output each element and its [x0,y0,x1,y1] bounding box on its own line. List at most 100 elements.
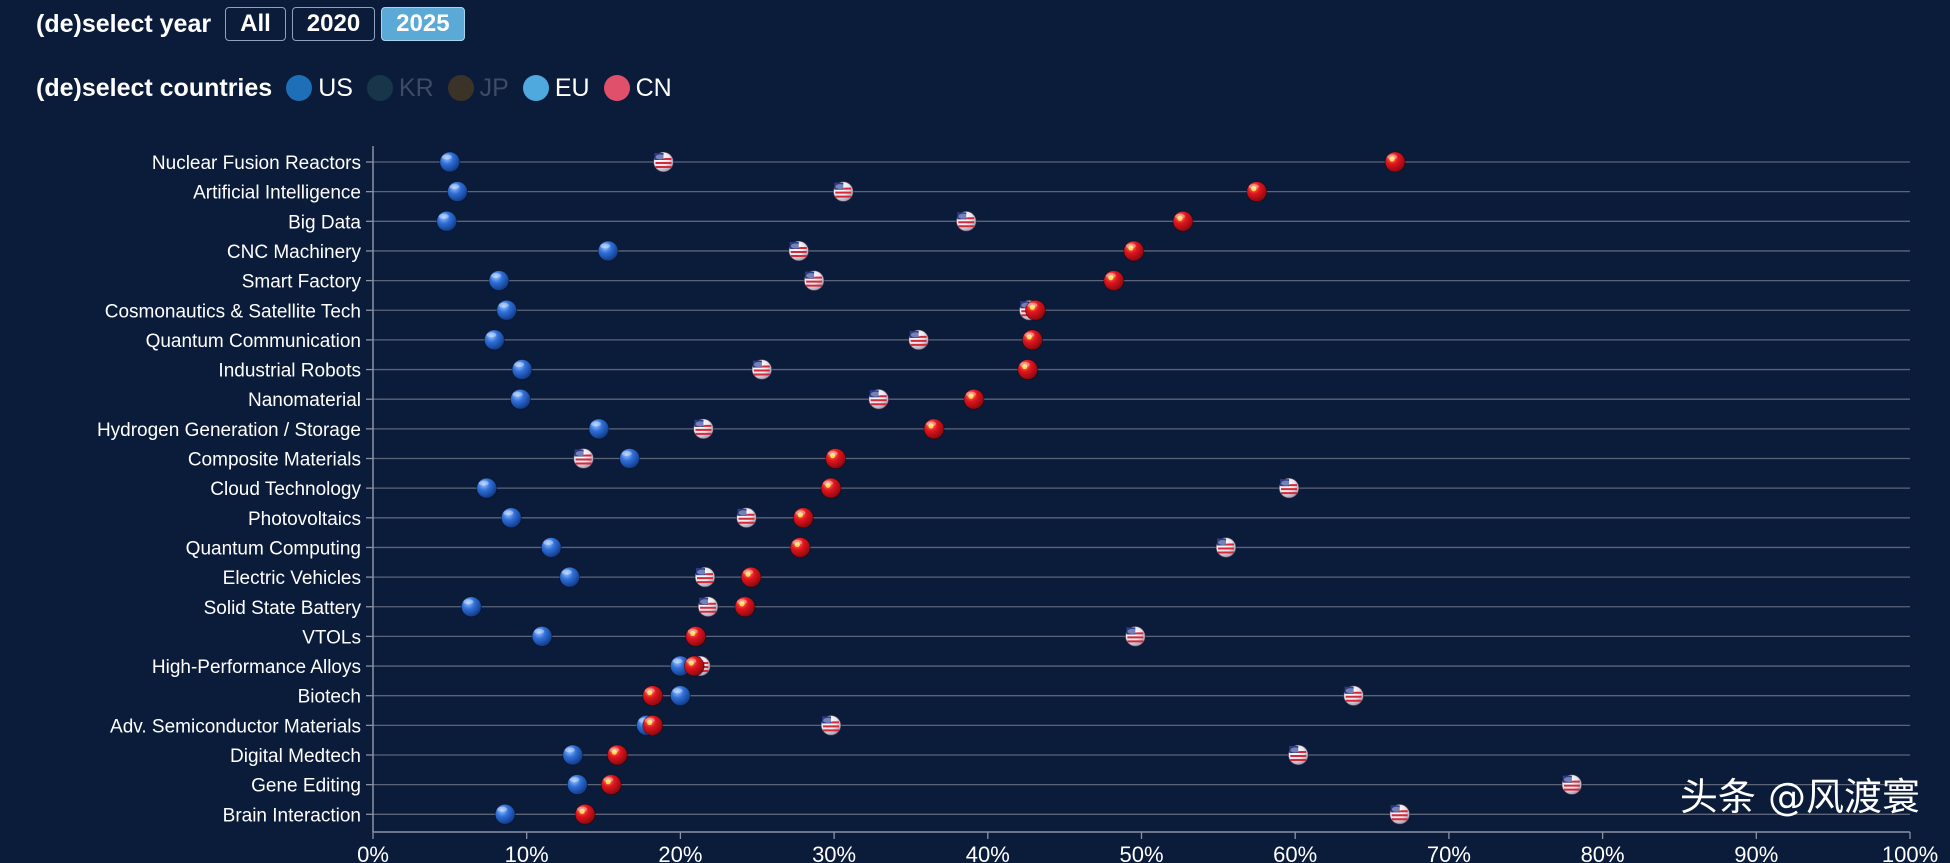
point-us[interactable] [697,596,719,618]
point-eu[interactable] [488,270,510,292]
country-toggle-eu[interactable]: EU [522,74,590,103]
point-eu[interactable] [597,240,619,262]
x-tick-label: 100% [1882,842,1938,863]
point-us[interactable] [1287,744,1309,766]
category-label: Electric Vehicles [223,568,361,589]
category-label: Industrial Robots [218,361,361,382]
category-label: Adv. Semiconductor Materials [110,716,361,737]
country-toggle-kr[interactable]: KR [366,73,434,103]
point-eu[interactable] [500,507,522,529]
point-cn[interactable] [923,418,945,440]
year-button-2025[interactable]: 2025 [381,7,465,41]
point-us[interactable] [908,329,930,351]
country-label-jp: JP [479,73,509,102]
point-cn[interactable] [740,566,762,588]
point-cn[interactable] [1017,359,1039,381]
point-us[interactable] [788,240,810,262]
point-eu[interactable] [460,596,482,618]
point-us[interactable] [694,566,716,588]
category-label: Nuclear Fusion Reactors [152,153,361,174]
point-cn[interactable] [574,803,596,825]
x-tick-labels: 0% 10% 20% 30% 40% 50% 60% 70% 80% 90% 100% [357,842,1938,863]
point-cn[interactable] [685,625,707,647]
point-us[interactable] [735,507,757,529]
point-cn[interactable] [606,744,628,766]
point-eu[interactable] [436,210,458,232]
point-us[interactable] [751,359,773,381]
point-us[interactable] [692,418,714,440]
point-eu[interactable] [494,803,516,825]
point-us[interactable] [652,151,674,173]
category-label: Photovoltaics [248,509,361,530]
category-labels: Nuclear Fusion Reactors Artificial Intell… [97,153,362,826]
point-eu[interactable] [669,685,691,707]
point-cn[interactable] [1024,299,1046,321]
point-us[interactable] [820,714,842,736]
category-label: Nanomaterial [248,390,361,411]
point-us[interactable] [803,270,825,292]
x-tick-label: 60% [1273,842,1317,863]
x-tick-label: 10% [505,842,549,863]
year-button-all[interactable]: All [225,7,286,41]
point-eu[interactable] [447,181,469,203]
point-us[interactable] [832,181,854,203]
category-label: Cloud Technology [210,479,361,500]
x-tick-label: 50% [1119,842,1163,863]
point-cn[interactable] [642,714,664,736]
point-us[interactable] [1389,803,1411,825]
point-eu[interactable] [619,448,641,469]
point-cn[interactable] [1172,210,1194,232]
point-eu[interactable] [496,299,518,321]
point-eu[interactable] [562,744,584,766]
point-cn[interactable] [963,388,985,410]
point-eu[interactable] [559,566,581,588]
point-cn[interactable] [1123,240,1145,262]
point-cn[interactable] [642,685,664,707]
point-eu[interactable] [476,477,498,499]
year-button-2020[interactable]: 2020 [291,7,376,41]
category-label: Smart Factory [242,272,362,293]
point-cn[interactable] [820,477,842,499]
x-tick-label: 0% [357,842,389,863]
point-us[interactable] [1124,625,1146,647]
point-us[interactable] [1215,536,1237,558]
point-eu[interactable] [483,329,505,351]
x-tick-label: 90% [1734,842,1778,863]
cn-color-dot [603,75,630,101]
point-us[interactable] [1343,685,1365,707]
point-cn[interactable] [1103,270,1125,292]
point-us[interactable] [573,448,595,469]
country-toggle-jp[interactable]: JP [447,73,509,103]
point-eu[interactable] [531,625,553,647]
point-cn[interactable] [1384,151,1406,173]
data-points [436,151,1583,825]
country-label-cn: CN [635,73,672,102]
category-label: Brain Interaction [223,805,361,826]
point-cn[interactable] [600,774,622,796]
point-cn[interactable] [792,507,814,529]
point-cn[interactable] [734,596,756,618]
point-eu[interactable] [588,418,610,440]
point-cn[interactable] [825,448,847,469]
x-tick-label: 20% [658,842,702,863]
point-eu[interactable] [510,388,532,410]
point-eu[interactable] [540,536,562,558]
point-cn[interactable] [789,536,811,558]
point-cn[interactable] [1021,329,1043,351]
point-us[interactable] [868,388,890,410]
point-us[interactable] [955,210,977,232]
country-label-kr: KR [398,73,434,102]
country-toggle-cn[interactable]: CN [603,73,672,103]
x-tick-label: 40% [966,842,1010,863]
category-label: Gene Editing [251,776,361,797]
point-us[interactable] [1278,477,1300,499]
point-cn[interactable] [683,655,705,677]
point-eu[interactable] [439,151,461,173]
point-us[interactable] [1561,774,1583,796]
country-toggle-us[interactable]: US [286,74,353,103]
point-cn[interactable] [1246,181,1268,203]
point-eu[interactable] [511,359,533,381]
point-eu[interactable] [566,774,588,796]
x-tick-label: 70% [1427,842,1471,863]
